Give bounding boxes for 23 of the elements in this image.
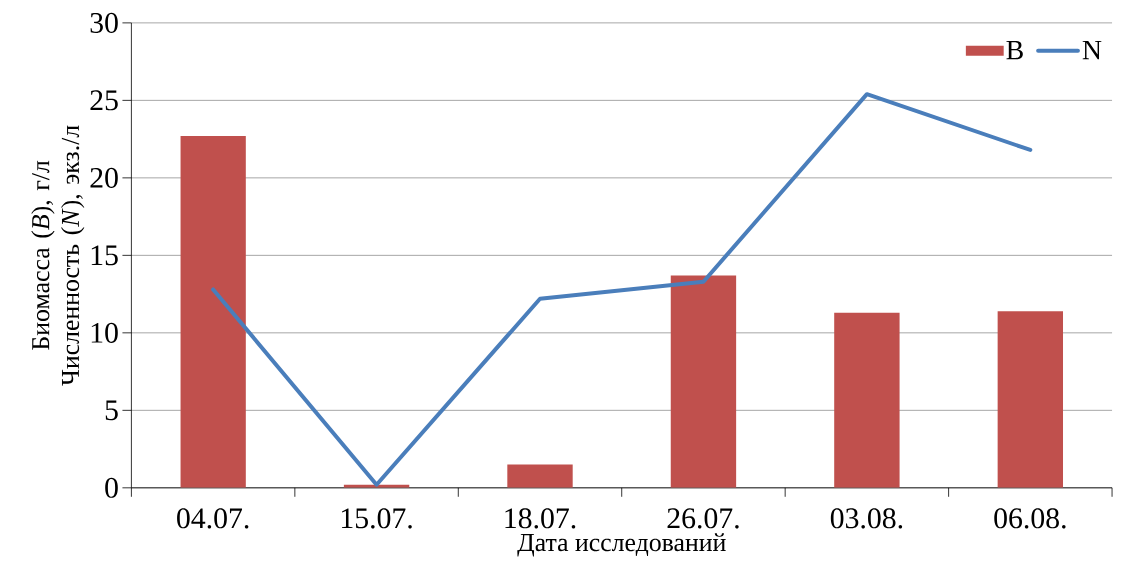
line-series <box>211 91 1033 487</box>
bar <box>180 135 246 488</box>
legend-label: N <box>1082 40 1102 59</box>
x-tick-label: 15.07. <box>341 508 412 529</box>
y-tick-label: 0 <box>105 477 118 498</box>
y-tick-label: 5 <box>105 400 118 420</box>
x-tick-label: 18.07. <box>505 508 576 529</box>
y-tick-label: 20 <box>90 167 118 188</box>
x-axis-title: Дата исследований <box>517 533 726 557</box>
x-tick-label: 04.07. <box>177 508 249 529</box>
legend-label: B <box>1006 40 1023 60</box>
y-axis-title: Биомасса (B), г/л Численность (N), экз./л <box>31 125 85 386</box>
bar <box>507 464 573 488</box>
x-tick-label: 06.08. <box>994 508 1066 529</box>
y-tick-label: 10 <box>91 322 118 343</box>
bar <box>834 312 900 488</box>
bar <box>997 310 1064 488</box>
bar <box>670 275 737 488</box>
y-tick-label: 15 <box>91 245 118 266</box>
x-tick-label: 03.08. <box>830 508 903 529</box>
x-tick-label: 26.07. <box>667 508 739 529</box>
y-tick-label: 25 <box>90 90 118 111</box>
y-tick-label: 30 <box>90 12 118 33</box>
